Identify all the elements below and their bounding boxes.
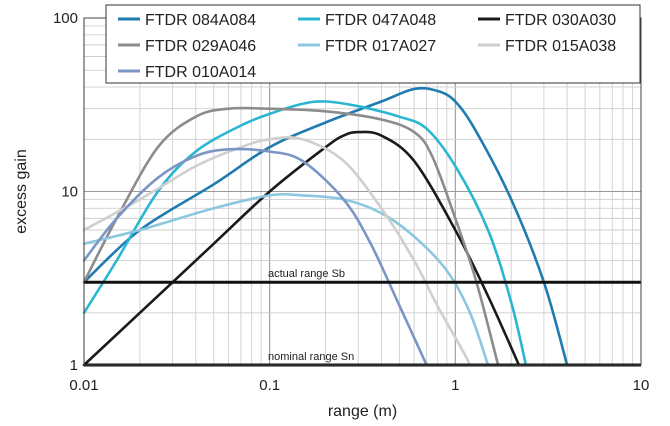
series-line-1 (82, 100, 528, 367)
series-layer (82, 86, 569, 367)
legend-label-1: FTDR 047A048 (325, 12, 436, 29)
reference-label-0: actual range Sb (268, 268, 345, 280)
y-tick-label: 1 (70, 357, 78, 374)
series-line-5 (82, 136, 472, 367)
tick-labels: 0.01 0.1 1 10 1 10 100 (53, 10, 649, 394)
legend-label-4: FTDR 017A027 (325, 38, 436, 55)
series-line-2 (82, 130, 521, 367)
series-line-0 (82, 86, 569, 367)
legend-label-2: FTDR 030A030 (505, 12, 616, 29)
series-line-6 (82, 147, 428, 367)
x-tick-label: 0.1 (259, 377, 280, 394)
x-tick-label: 10 (633, 377, 650, 394)
legend-box (105, 4, 641, 84)
legend: FTDR 084A084 FTDR 047A048 FTDR 030A030 FTDR… (105, 4, 641, 84)
reference-lines: actual range Sb nominal range Sn (84, 268, 641, 367)
y-axis-label: excess gain (13, 149, 30, 234)
reference-label-1: nominal range Sn (268, 351, 354, 363)
x-tick-label: 1 (451, 377, 459, 394)
legend-label-0: FTDR 084A084 (145, 12, 256, 29)
legend-label-5: FTDR 015A038 (505, 38, 616, 55)
legend-label-6: FTDR 010A014 (145, 64, 256, 81)
series-line-3 (82, 106, 500, 367)
x-tick-label: 0.01 (69, 377, 98, 394)
y-tick-label: 100 (53, 10, 78, 27)
legend-label-3: FTDR 029A046 (145, 38, 256, 55)
x-axis-label: range (m) (328, 403, 397, 420)
y-tick-label: 10 (61, 184, 78, 201)
